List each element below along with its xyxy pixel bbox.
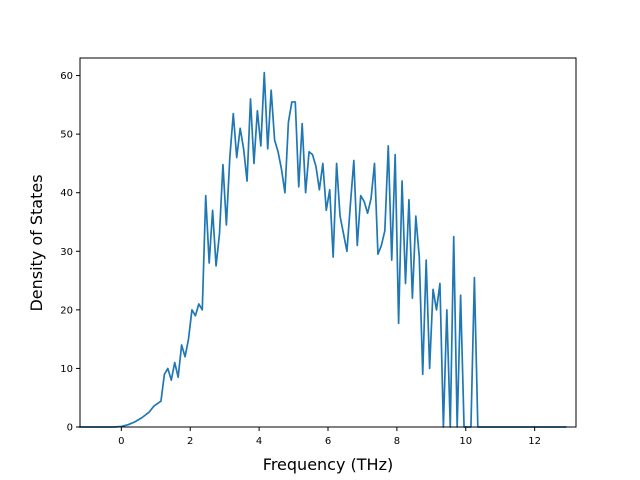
- data-layer: [79, 71, 567, 428]
- x-tick-label: 10: [459, 436, 472, 447]
- y-tick-label: 10: [60, 364, 73, 375]
- y-tick-label: 40: [60, 188, 73, 199]
- y-tick-label: 0: [67, 423, 73, 434]
- dos-series-line-0: [79, 71, 567, 428]
- ticks-layer: 0 2 4 6 8 10 12 0 10 20 30 40 50 60: [60, 71, 541, 447]
- x-tick-label: 6: [325, 436, 331, 447]
- x-axis-label: Frequency (THz): [263, 455, 393, 474]
- x-tick-label: 2: [187, 436, 193, 447]
- y-axis-label: Density of States: [27, 174, 46, 311]
- y-tick-label: 60: [60, 71, 73, 82]
- x-tick-label: 8: [394, 436, 400, 447]
- x-tick-label: 4: [256, 436, 262, 447]
- y-tick-label: 20: [60, 305, 73, 316]
- x-tick-label: 12: [528, 436, 541, 447]
- x-tick-label: 0: [118, 436, 124, 447]
- y-tick-label: 30: [60, 247, 73, 258]
- y-tick-label: 50: [60, 130, 73, 141]
